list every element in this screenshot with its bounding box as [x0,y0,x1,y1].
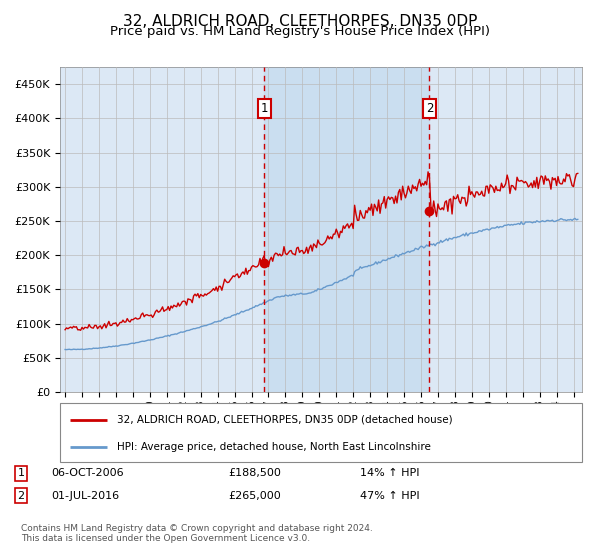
Text: 14% ↑ HPI: 14% ↑ HPI [360,468,419,478]
Text: 1: 1 [17,468,25,478]
Text: 32, ALDRICH ROAD, CLEETHORPES, DN35 0DP: 32, ALDRICH ROAD, CLEETHORPES, DN35 0DP [123,14,477,29]
FancyBboxPatch shape [60,403,582,462]
Text: 47% ↑ HPI: 47% ↑ HPI [360,491,419,501]
Bar [264,67,430,392]
Text: £188,500: £188,500 [228,468,281,478]
Text: Price paid vs. HM Land Registry's House Price Index (HPI): Price paid vs. HM Land Registry's House … [110,25,490,38]
Text: 2: 2 [17,491,25,501]
Text: 06-OCT-2006: 06-OCT-2006 [51,468,124,478]
Text: Contains HM Land Registry data © Crown copyright and database right 2024.
This d: Contains HM Land Registry data © Crown c… [21,524,373,543]
Text: 01-JUL-2016: 01-JUL-2016 [51,491,119,501]
Text: 2: 2 [426,102,433,115]
Text: 32, ALDRICH ROAD, CLEETHORPES, DN35 0DP (detached house): 32, ALDRICH ROAD, CLEETHORPES, DN35 0DP … [118,414,453,424]
Text: HPI: Average price, detached house, North East Lincolnshire: HPI: Average price, detached house, Nort… [118,442,431,452]
Text: 1: 1 [260,102,268,115]
Text: £265,000: £265,000 [228,491,281,501]
